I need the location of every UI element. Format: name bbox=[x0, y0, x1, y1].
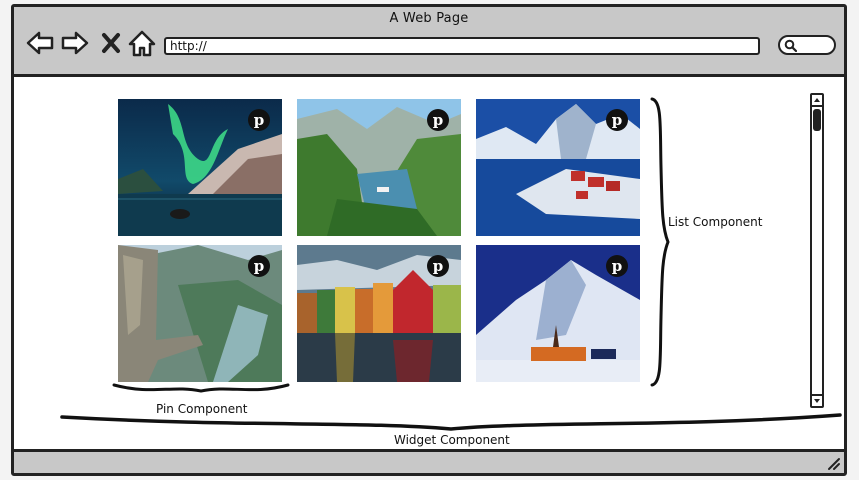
back-arrow-icon[interactable] bbox=[26, 29, 54, 57]
gallery-image-cliff[interactable]: p bbox=[118, 245, 282, 382]
url-input[interactable]: http:// bbox=[164, 37, 760, 55]
forward-arrow-icon[interactable] bbox=[61, 29, 89, 57]
gallery-image-fjord[interactable]: p bbox=[297, 99, 461, 236]
pinterest-icon[interactable]: p bbox=[606, 255, 628, 277]
search-field[interactable] bbox=[778, 35, 836, 55]
list-brace bbox=[650, 97, 670, 387]
gallery-image-church[interactable]: p bbox=[476, 245, 640, 382]
scroll-up-icon[interactable] bbox=[812, 95, 822, 107]
resize-grip-icon[interactable] bbox=[825, 455, 841, 471]
vertical-scrollbar[interactable] bbox=[810, 93, 824, 408]
scrollbar-thumb[interactable] bbox=[813, 109, 821, 131]
browser-toolbar: A Web Page http:// bbox=[14, 7, 844, 77]
pinterest-icon[interactable]: p bbox=[427, 109, 449, 131]
gallery-image-aurora[interactable]: p bbox=[118, 99, 282, 236]
search-icon bbox=[784, 39, 797, 52]
widget-component-label: Widget Component bbox=[394, 433, 510, 447]
gallery-image-cabins[interactable]: p bbox=[476, 99, 640, 236]
close-x-icon[interactable] bbox=[100, 29, 122, 57]
window-title: A Web Page bbox=[389, 11, 469, 26]
pin-brace bbox=[112, 383, 290, 393]
home-icon[interactable] bbox=[128, 29, 156, 57]
pinterest-icon[interactable]: p bbox=[248, 109, 270, 131]
scroll-down-icon[interactable] bbox=[812, 394, 822, 406]
widget-brace bbox=[60, 413, 842, 431]
pinterest-icon[interactable]: p bbox=[606, 109, 628, 131]
status-bar bbox=[14, 449, 844, 473]
gallery-image-houses[interactable]: p bbox=[297, 245, 461, 382]
list-component-label: List Component bbox=[668, 215, 763, 229]
pinterest-icon[interactable]: p bbox=[248, 255, 270, 277]
pin-component-label: Pin Component bbox=[156, 402, 248, 416]
pinterest-icon[interactable]: p bbox=[427, 255, 449, 277]
browser-window: A Web Page http:// bbox=[11, 4, 847, 476]
